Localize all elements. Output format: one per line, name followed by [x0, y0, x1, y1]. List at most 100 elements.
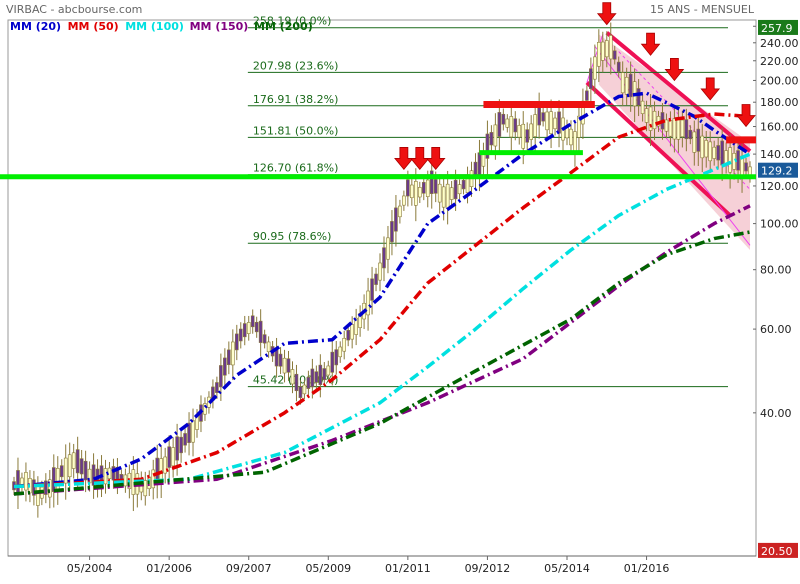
- y-tick-label: 200.00: [760, 74, 799, 87]
- candle-body: [700, 135, 705, 159]
- candle-body: [612, 50, 617, 60]
- candle-body: [597, 42, 601, 67]
- candle-body: [171, 447, 175, 467]
- candle-body: [254, 321, 259, 333]
- candle-body: [402, 195, 406, 206]
- candle-body: [425, 179, 430, 197]
- candle-body: [191, 420, 195, 443]
- candle-body: [600, 41, 605, 61]
- y-tick-label: 40.00: [760, 407, 792, 420]
- candle-body: [441, 186, 446, 208]
- y-tick-label: 100.00: [760, 218, 799, 231]
- candle-body: [414, 181, 418, 206]
- candle-body: [24, 472, 28, 491]
- moving-average-line: [13, 91, 751, 489]
- channel-mid-line: [618, 51, 751, 190]
- candle-body: [278, 353, 283, 367]
- down-arrow-marker: [640, 32, 661, 56]
- candle-body: [477, 152, 482, 177]
- candle-body: [322, 368, 327, 381]
- candle-body: [366, 290, 370, 316]
- fib-level-label: 176.91 (38.2%): [253, 93, 339, 106]
- channel-upper-line: [605, 31, 752, 153]
- candle-body: [461, 179, 466, 190]
- candle-body: [513, 118, 518, 133]
- candle-body: [71, 452, 76, 469]
- candle-body: [16, 470, 20, 494]
- down-arrow-marker: [425, 147, 446, 171]
- candle-body: [63, 457, 68, 484]
- x-tick-label: 01/2016: [624, 562, 670, 575]
- candle-body: [696, 128, 701, 152]
- candle-body: [246, 322, 251, 334]
- x-tick-label: 01/2011: [385, 562, 431, 575]
- candle-body: [429, 170, 434, 194]
- candle-body: [390, 221, 394, 243]
- candle-body: [326, 365, 331, 376]
- candle-body: [485, 133, 490, 159]
- candle-body: [167, 446, 171, 468]
- x-tick-label: 05/2009: [305, 562, 351, 575]
- candle-body: [437, 183, 442, 203]
- candle-body: [103, 468, 108, 485]
- down-arrow-marker: [664, 58, 685, 82]
- candle-body: [529, 123, 533, 140]
- plot-area: 40.00 60.00 80.00 100.00 120.00 140.00 160.00 1…: [0, 2, 799, 575]
- candle-body: [573, 131, 577, 154]
- candle-body: [354, 317, 358, 335]
- fib-level-label: 126.70 (61.8%): [253, 162, 339, 175]
- candle-body: [433, 179, 438, 194]
- candle-body: [143, 480, 148, 497]
- moving-average-line: [13, 230, 751, 496]
- candle-body: [75, 449, 80, 474]
- candle-body: [32, 479, 36, 496]
- legend: MM (20) MM (50) MM (100) MM (150) MM (200): [10, 20, 313, 33]
- candle-body: [334, 349, 339, 366]
- candle-body: [525, 129, 530, 143]
- candle-body: [310, 368, 315, 388]
- fib-level-label: 207.98 (23.6%): [253, 59, 339, 72]
- x-tick-label: 01/2006: [146, 562, 192, 575]
- moving-average-line: [13, 204, 751, 496]
- candle-body: [36, 486, 40, 506]
- candle-body: [266, 341, 271, 353]
- candle-body: [258, 320, 263, 343]
- candle-body: [636, 88, 641, 106]
- candle-body: [445, 183, 450, 209]
- chart-period: 15 ANS - MENSUEL: [650, 3, 755, 16]
- candle-body: [497, 112, 502, 137]
- max-price-tag-bg: [758, 19, 798, 35]
- candle-body: [620, 72, 625, 94]
- candle-body: [728, 147, 732, 173]
- candle-body: [179, 436, 183, 454]
- candle-body: [79, 458, 84, 475]
- candle-body: [67, 454, 72, 478]
- candle-body: [151, 469, 156, 489]
- candle-body: [155, 457, 160, 483]
- y-tick-label: 140.00: [760, 148, 799, 161]
- candle-body: [688, 129, 693, 140]
- candle-body: [744, 162, 748, 172]
- y-tick-label: 80.00: [760, 264, 792, 277]
- channel-lower-line: [585, 81, 732, 217]
- down-arrow-marker: [409, 147, 430, 171]
- candle-body: [227, 349, 231, 366]
- candle-body: [223, 357, 227, 376]
- candle-body: [330, 351, 335, 373]
- candle-body: [44, 480, 48, 495]
- y-tick-label: 60.00: [760, 323, 792, 336]
- candle-body: [386, 237, 390, 260]
- candle-body: [163, 456, 167, 474]
- x-tick-label: 05/2004: [67, 562, 113, 575]
- channel-outer-line: [594, 45, 751, 246]
- legend-item: MM (50): [68, 20, 119, 33]
- y-tick-label: 220.00: [760, 55, 799, 68]
- candle-body: [314, 371, 319, 383]
- candle-body: [203, 403, 207, 415]
- candle-body: [648, 106, 653, 131]
- legend-item: MM (100): [125, 20, 184, 33]
- candle-body: [676, 118, 681, 140]
- candle-body: [553, 117, 557, 130]
